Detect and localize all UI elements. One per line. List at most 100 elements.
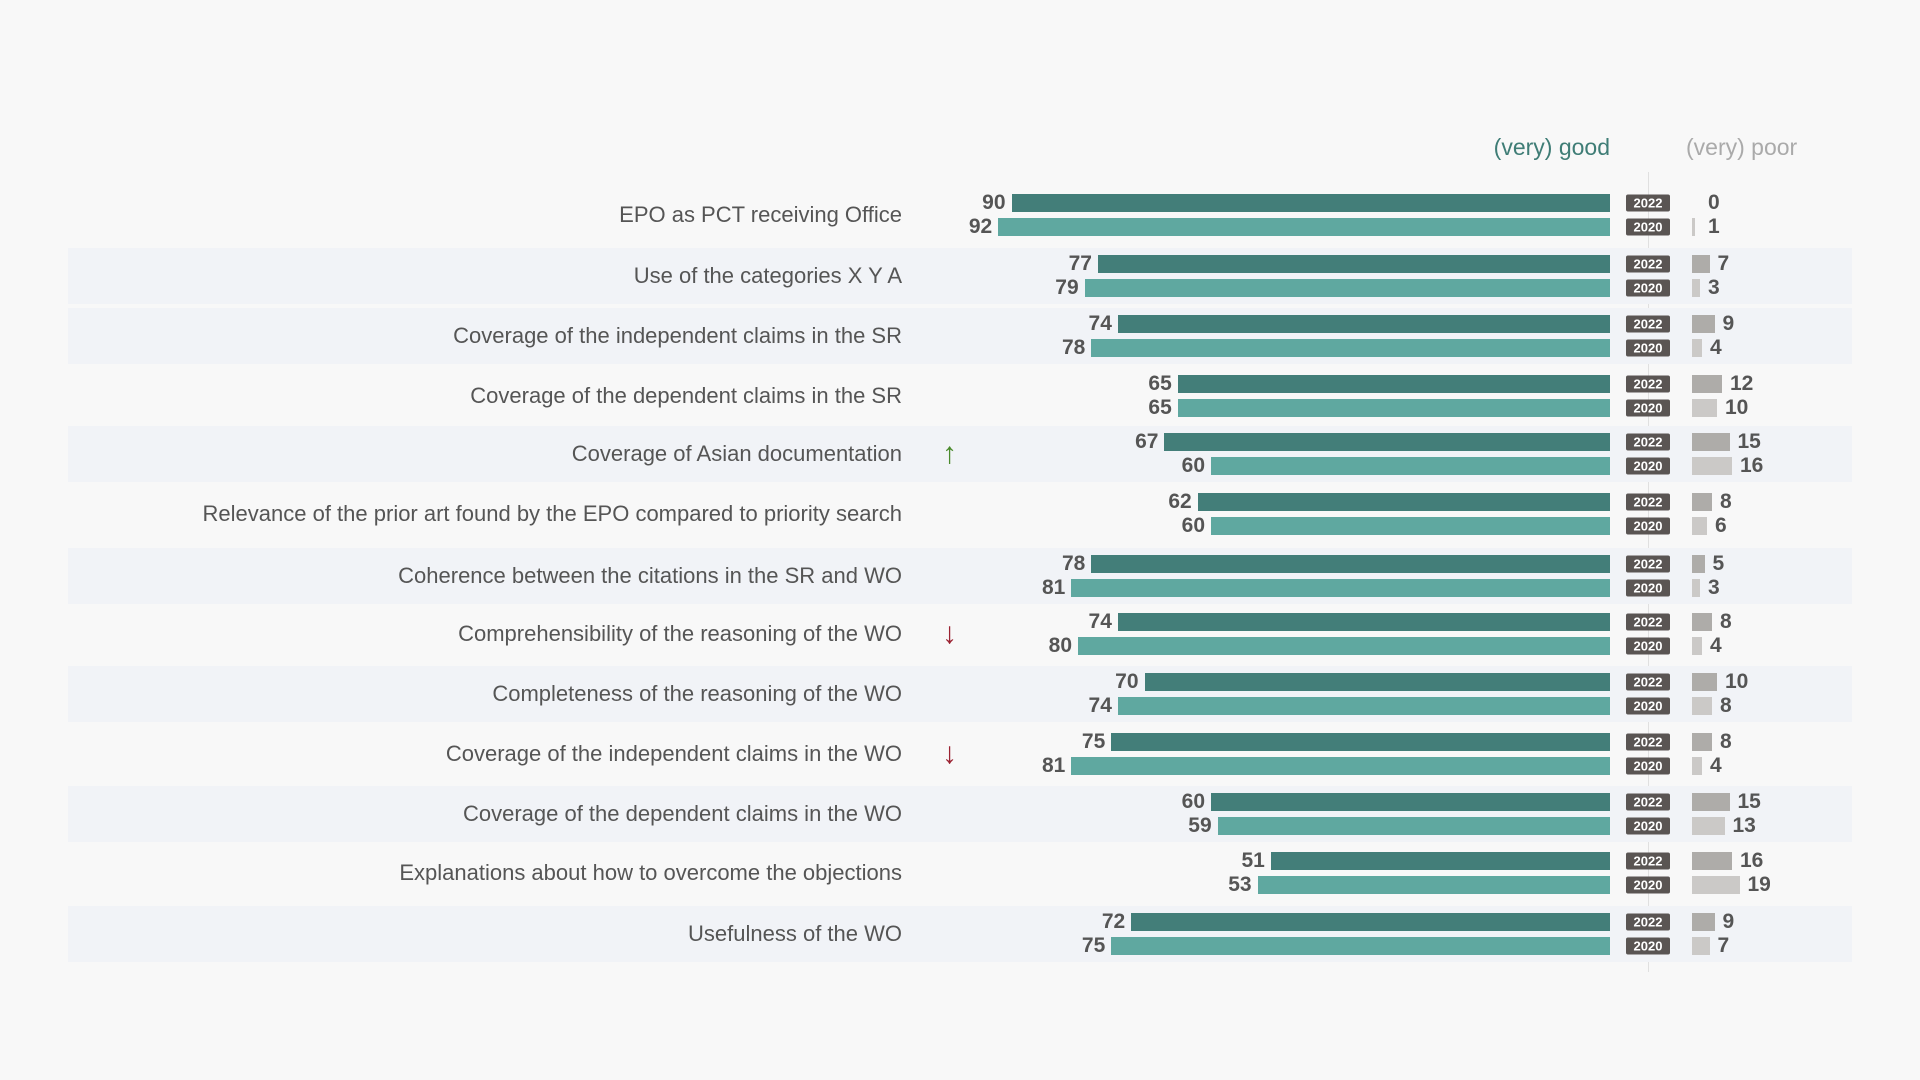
- bar-poor-2022: [1692, 852, 1732, 870]
- value-label-good: 92: [952, 215, 992, 239]
- bar-good-2020: [1071, 579, 1610, 597]
- value-label-poor: 1: [1708, 215, 1720, 239]
- value-label-poor: 12: [1730, 372, 1753, 396]
- value-label-good: 78: [1045, 336, 1085, 360]
- value-label-good: 90: [966, 191, 1006, 215]
- value-label-good: 70: [1099, 670, 1139, 694]
- arrow-down-icon: ↓: [942, 617, 957, 651]
- bar-poor-2020: [1692, 339, 1702, 357]
- value-label-good: 60: [1165, 454, 1205, 478]
- value-label-good: 60: [1165, 514, 1205, 538]
- value-label-poor: 4: [1710, 634, 1722, 658]
- bar-good-2020: [1091, 339, 1610, 357]
- value-label-good: 65: [1132, 372, 1172, 396]
- category-label: Coverage of the dependent claims in the …: [463, 801, 902, 827]
- bar-poor-2020: [1692, 517, 1707, 535]
- bar-good-2020: [1178, 399, 1610, 417]
- arrow-down-icon: ↓: [942, 737, 957, 771]
- bar-good-2020: [1071, 757, 1610, 775]
- value-label-good: 74: [1072, 610, 1112, 634]
- year-badge: 2020: [1626, 758, 1670, 775]
- value-label-good: 75: [1065, 730, 1105, 754]
- category-label: Use of the categories X Y A: [634, 263, 902, 289]
- bar-good-2022: [1118, 613, 1610, 631]
- bar-poor-2020: [1692, 757, 1702, 775]
- value-label-poor: 5: [1713, 552, 1725, 576]
- year-badge: 2020: [1626, 698, 1670, 715]
- legend-good: (very) good: [1470, 134, 1610, 161]
- bar-poor-2022: [1692, 555, 1705, 573]
- value-label-good: 74: [1072, 694, 1112, 718]
- value-label-good: 81: [1025, 576, 1065, 600]
- value-label-good: 78: [1045, 552, 1085, 576]
- value-label-good: 72: [1085, 910, 1125, 934]
- bar-poor-2022: [1692, 913, 1715, 931]
- category-label: EPO as PCT receiving Office: [619, 202, 902, 228]
- value-label-poor: 8: [1720, 694, 1732, 718]
- year-badge: 2020: [1626, 518, 1670, 535]
- year-badge: 2022: [1626, 494, 1670, 511]
- year-badge: 2022: [1626, 316, 1670, 333]
- value-label-good: 59: [1172, 814, 1212, 838]
- bar-good-2022: [1118, 315, 1610, 333]
- value-label-poor: 8: [1720, 730, 1732, 754]
- value-label-poor: 15: [1738, 790, 1761, 814]
- bar-good-2022: [1271, 852, 1610, 870]
- bar-poor-2020: [1692, 697, 1712, 715]
- year-badge: 2022: [1626, 853, 1670, 870]
- bar-good-2020: [1218, 817, 1610, 835]
- bar-good-2022: [1164, 433, 1610, 451]
- bar-poor-2020: [1692, 579, 1700, 597]
- bar-poor-2020: [1692, 457, 1732, 475]
- year-badge: 2020: [1626, 877, 1670, 894]
- value-label-poor: 8: [1720, 490, 1732, 514]
- value-label-good: 81: [1025, 754, 1065, 778]
- value-label-poor: 4: [1710, 336, 1722, 360]
- year-badge: 2020: [1626, 818, 1670, 835]
- year-badge: 2022: [1626, 256, 1670, 273]
- year-badge: 2022: [1626, 734, 1670, 751]
- year-badge: 2020: [1626, 938, 1670, 955]
- bar-good-2020: [1078, 637, 1610, 655]
- value-label-poor: 10: [1725, 396, 1748, 420]
- value-label-poor: 7: [1718, 252, 1730, 276]
- category-label: Completeness of the reasoning of the WO: [492, 681, 902, 707]
- bar-poor-2022: [1692, 493, 1712, 511]
- bar-good-2020: [1211, 517, 1610, 535]
- year-badge: 2020: [1626, 638, 1670, 655]
- bar-good-2022: [1091, 555, 1610, 573]
- value-label-poor: 3: [1708, 276, 1720, 300]
- value-label-good: 79: [1039, 276, 1079, 300]
- value-label-good: 67: [1118, 430, 1158, 454]
- year-badge: 2022: [1626, 674, 1670, 691]
- bar-poor-2022: [1692, 613, 1712, 631]
- bar-good-2020: [1111, 937, 1610, 955]
- bar-poor-2020: [1692, 399, 1717, 417]
- category-label: Coherence between the citations in the S…: [398, 563, 902, 589]
- bar-good-2020: [1118, 697, 1610, 715]
- bar-poor-2022: [1692, 733, 1712, 751]
- year-badge: 2020: [1626, 580, 1670, 597]
- value-label-good: 62: [1152, 490, 1192, 514]
- category-label: Coverage of the dependent claims in the …: [470, 383, 902, 409]
- bar-poor-2020: [1692, 817, 1725, 835]
- bar-good-2020: [1258, 876, 1610, 894]
- bar-poor-2022: [1692, 433, 1730, 451]
- bar-poor-2020: [1692, 637, 1702, 655]
- bar-good-2022: [1211, 793, 1610, 811]
- value-label-poor: 8: [1720, 610, 1732, 634]
- bar-good-2022: [1111, 733, 1610, 751]
- value-label-poor: 13: [1733, 814, 1756, 838]
- value-label-good: 75: [1065, 934, 1105, 958]
- value-label-poor: 16: [1740, 849, 1763, 873]
- value-label-good: 65: [1132, 396, 1172, 420]
- bar-poor-2020: [1692, 218, 1695, 236]
- value-label-poor: 16: [1740, 454, 1763, 478]
- value-label-poor: 3: [1708, 576, 1720, 600]
- value-label-poor: 0: [1708, 191, 1720, 215]
- category-label: Relevance of the prior art found by the …: [203, 501, 902, 527]
- category-label: Coverage of Asian documentation: [572, 441, 902, 467]
- value-label-good: 80: [1032, 634, 1072, 658]
- bar-good-2020: [1085, 279, 1610, 297]
- bar-good-2020: [998, 218, 1610, 236]
